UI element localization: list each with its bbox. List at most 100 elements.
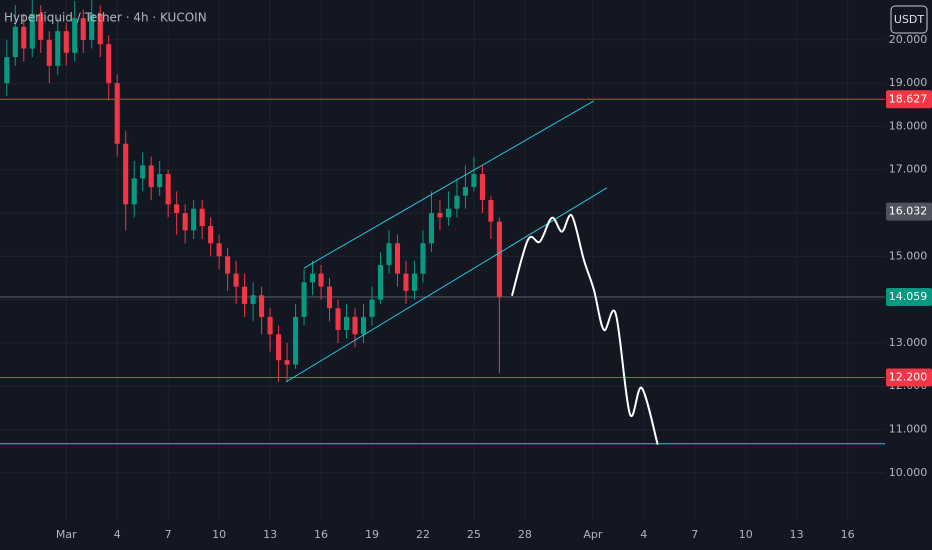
candle-body <box>106 44 112 84</box>
y-tick-label: 11.000 <box>889 423 928 436</box>
y-tick-label: 20.000 <box>889 33 928 46</box>
x-tick-label: 10 <box>739 528 753 541</box>
candle-body <box>131 178 137 205</box>
candle-body <box>369 299 375 317</box>
candle-body <box>445 208 451 218</box>
x-tick-label: 16 <box>314 528 328 541</box>
candle-body <box>208 226 214 244</box>
time-axis <box>0 520 885 550</box>
price-label: 18.627 <box>889 92 928 105</box>
candle-body <box>63 31 69 53</box>
price-label: 16.032 <box>889 205 928 218</box>
candle-body <box>4 57 10 84</box>
candle-body <box>437 213 443 218</box>
candle-body <box>55 31 61 66</box>
projection-path <box>511 213 659 445</box>
candle-body <box>89 13 95 40</box>
y-tick-label: 19.000 <box>889 76 928 89</box>
y-tick-label: 10.000 <box>889 466 928 479</box>
candle-body <box>182 213 188 231</box>
x-tick-label: 28 <box>518 528 532 541</box>
x-tick-label: Apr <box>583 528 603 541</box>
x-tick-label: 10 <box>212 528 226 541</box>
candle-body <box>276 334 282 361</box>
price-label-box <box>886 368 932 387</box>
candle-body <box>29 13 35 49</box>
candle-body <box>284 360 290 365</box>
candle-body <box>394 243 401 274</box>
candle-body <box>352 316 358 335</box>
x-tick-label: 13 <box>263 528 277 541</box>
candle-body <box>80 18 86 40</box>
candle-body <box>174 204 180 214</box>
candle-body <box>199 208 205 227</box>
candle-body <box>496 221 502 298</box>
candle-body <box>123 143 129 205</box>
y-tick-label: 17.000 <box>889 163 928 176</box>
candle-body <box>471 174 477 188</box>
candle-body <box>114 83 120 144</box>
price-label-box <box>886 288 932 307</box>
candle-body <box>318 273 324 287</box>
x-tick-label: 7 <box>691 528 698 541</box>
x-tick-label: 7 <box>165 528 172 541</box>
y-tick-label: 18.000 <box>889 119 928 132</box>
x-tick-label: 16 <box>841 528 855 541</box>
candle-body <box>46 39 52 66</box>
candle-body <box>38 13 44 40</box>
currency-label[interactable]: USDT <box>894 13 925 26</box>
x-tick-label: 22 <box>416 528 430 541</box>
candle-body <box>326 286 333 309</box>
x-tick-label: 19 <box>365 528 379 541</box>
candle-body <box>225 256 231 274</box>
candle-body <box>191 208 197 231</box>
candle-body <box>148 165 154 188</box>
x-tick-label: 13 <box>790 528 804 541</box>
candle-body <box>343 316 350 330</box>
candle-body <box>140 165 146 179</box>
currency-button[interactable] <box>890 5 928 34</box>
candle-body <box>377 264 384 300</box>
channel-line <box>303 100 595 269</box>
candle-body <box>386 243 392 265</box>
candle-body <box>259 295 265 317</box>
candle-body <box>411 273 418 291</box>
candle-body <box>12 26 18 58</box>
price-label: 12.200 <box>889 371 928 384</box>
price-label-box <box>886 90 932 109</box>
candle-body <box>72 18 78 53</box>
candle-body <box>267 316 273 335</box>
grid <box>0 0 885 520</box>
x-tick-label: Mar <box>56 528 77 541</box>
price-label-box <box>886 202 932 221</box>
candle-body <box>420 243 426 274</box>
candle-body <box>488 200 494 222</box>
candle-body <box>428 213 435 244</box>
candle-body <box>479 174 485 201</box>
candle-body <box>165 174 171 205</box>
candle-body <box>360 316 367 335</box>
price-label: 14.059 <box>889 290 928 303</box>
x-tick-label: 25 <box>467 528 481 541</box>
chart-title: Hyperliquid / Tether · 4h · KUCOIN <box>4 11 207 25</box>
candle-body <box>310 273 316 283</box>
candle-body <box>216 243 222 257</box>
candle-body <box>454 195 460 209</box>
candle-body <box>301 282 307 317</box>
candle-body <box>250 295 256 304</box>
channel-line <box>285 187 608 383</box>
x-tick-label: 4 <box>640 528 647 541</box>
candle-body <box>293 316 299 365</box>
x-tick-label: 4 <box>114 528 121 541</box>
candle-body <box>157 174 163 188</box>
candle-body <box>97 13 103 45</box>
candle-body <box>233 273 239 287</box>
y-tick-label: 13.000 <box>889 336 928 349</box>
plot <box>0 0 885 445</box>
candle-body <box>242 286 248 304</box>
candle-body <box>403 273 409 291</box>
candle-body <box>335 308 341 330</box>
